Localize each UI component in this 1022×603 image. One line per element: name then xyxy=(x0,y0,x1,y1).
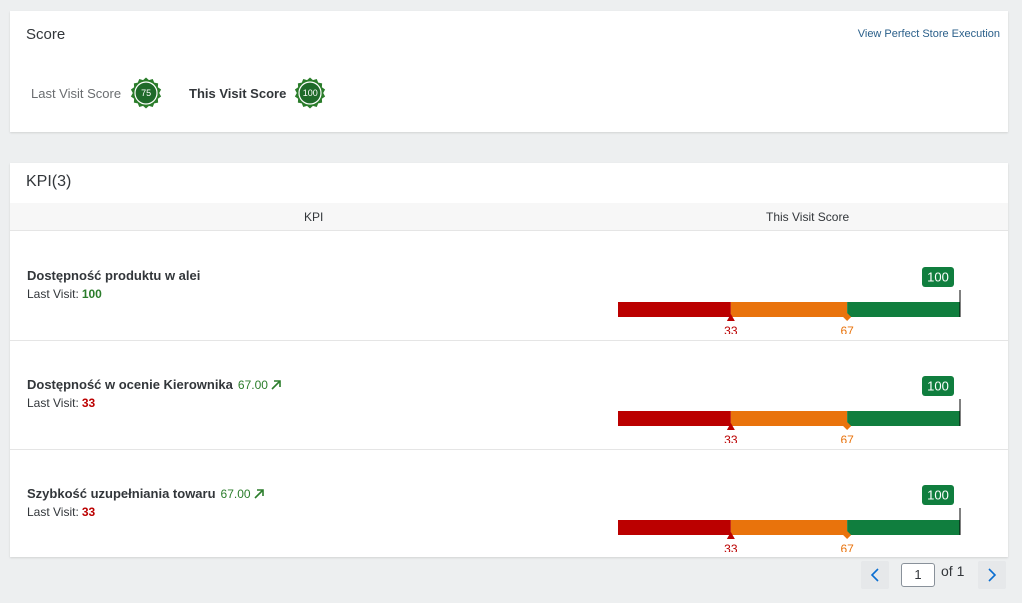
seal-badge-icon xyxy=(130,77,162,109)
threshold-label: 33 xyxy=(724,542,738,552)
bullet-range-high xyxy=(847,302,960,317)
bullet-range-low xyxy=(618,520,731,535)
kpi-name-line: Dostępność w ocenie Kierownika 67.00 xyxy=(27,377,282,392)
seal-badge-icon xyxy=(295,77,326,109)
threshold-label: 33 xyxy=(724,433,738,443)
kpi-name: Dostępność w ocenie Kierownika xyxy=(27,377,233,392)
bullet-range-low xyxy=(618,302,731,317)
score-value-label: 100 xyxy=(927,488,949,503)
kpi-last-visit-value: 33 xyxy=(81,505,96,519)
chevron-left-icon xyxy=(870,568,879,582)
kpi-last-visit-value: 33 xyxy=(81,396,96,410)
kpi-table-row: Dostępność produktu w alei Last Visit: 10… xyxy=(10,232,1008,341)
this-visit-score-badge: 100 xyxy=(294,77,326,109)
bullet-range-mid xyxy=(730,302,848,317)
last-visit-score-label: Last Visit Score xyxy=(31,85,122,101)
threshold-marker xyxy=(726,532,735,539)
threshold-marker xyxy=(843,531,852,539)
kpi-table-header: KPI This Visit Score xyxy=(10,203,1008,231)
score-card: Score View Perfect Store Execution Last … xyxy=(10,11,1008,132)
threshold-label: 67 xyxy=(840,542,854,552)
kpi-last-visit: Last Visit: 100 xyxy=(27,287,102,301)
view-perfect-store-execution-link[interactable]: View Perfect Store Execution xyxy=(857,28,1000,40)
bullet-range-high xyxy=(847,520,960,535)
score-card-title: Score xyxy=(26,26,66,43)
last-visit-score-value: 75 xyxy=(141,88,152,98)
next-page-button[interactable] xyxy=(978,561,1006,589)
arrow-up-right-icon xyxy=(254,488,264,499)
kpi-table-row: Dostępność w ocenie Kierownika 67.00 Las… xyxy=(10,341,1008,450)
kpi-trend: 67.00 xyxy=(238,378,282,392)
kpi-last-visit: Last Visit: 33 xyxy=(27,505,95,519)
threshold-label: 67 xyxy=(840,433,854,443)
bullet-range-high xyxy=(847,411,960,426)
last-visit-score-group: Last Visit Score 75 xyxy=(31,77,162,109)
kpi-name-line: Dostępność produktu w alei xyxy=(27,268,200,283)
kpi-bullet-chart: 33 67 100 xyxy=(618,376,961,443)
arrow-up-right-icon xyxy=(271,379,281,390)
threshold-marker xyxy=(726,314,735,321)
page-number-input[interactable]: 1 xyxy=(901,563,935,587)
score-value-badge xyxy=(922,485,954,505)
previous-page-button[interactable] xyxy=(861,561,889,589)
threshold-label: 67 xyxy=(840,324,854,334)
column-header-kpi: KPI xyxy=(304,210,324,224)
score-value-label: 100 xyxy=(927,379,949,394)
chevron-right-icon xyxy=(988,568,997,582)
kpi-last-visit-value: 100 xyxy=(81,287,102,301)
kpi-name: Dostępność produktu w alei xyxy=(27,268,201,283)
kpi-card: KPI(3) KPI This Visit Score Dostępność p… xyxy=(10,163,1008,557)
kpi-bullet-chart: 33 67 100 xyxy=(618,267,961,334)
kpi-name-line: Szybkość uzupełniania towaru 67.00 xyxy=(27,486,265,501)
page-total-label: of 1 xyxy=(941,563,965,579)
threshold-label: 33 xyxy=(724,324,738,334)
this-visit-score-value: 100 xyxy=(302,88,318,98)
score-value-label: 100 xyxy=(927,270,949,285)
bullet-range-low xyxy=(618,411,731,426)
score-value-badge xyxy=(922,376,954,396)
score-value-badge xyxy=(922,267,954,287)
kpi-trend: 67.00 xyxy=(221,487,265,501)
bullet-range-mid xyxy=(730,520,848,535)
last-visit-score-badge: 75 xyxy=(130,77,162,109)
threshold-marker xyxy=(843,313,852,321)
kpi-name: Szybkość uzupełniania towaru xyxy=(27,486,216,501)
this-visit-score-group: This Visit Score 100 xyxy=(189,77,326,109)
kpi-last-visit-label: Last Visit: xyxy=(27,505,79,519)
kpi-table-row: Szybkość uzupełniania towaru 67.00 Last … xyxy=(10,450,1008,559)
kpi-trend-value: 67.00 xyxy=(237,377,268,392)
column-header-this-visit-score: This Visit Score xyxy=(766,210,850,224)
kpi-trend-value: 67.00 xyxy=(220,486,251,501)
kpi-card-title: KPI(3) xyxy=(26,173,72,190)
kpi-last-visit: Last Visit: 33 xyxy=(27,396,95,410)
threshold-marker xyxy=(726,423,735,430)
kpi-last-visit-label: Last Visit: xyxy=(27,287,79,301)
kpi-bullet-chart: 33 67 100 xyxy=(618,485,961,552)
this-visit-score-label: This Visit Score xyxy=(189,85,287,101)
threshold-marker xyxy=(843,422,852,430)
bullet-range-mid xyxy=(730,411,848,426)
kpi-last-visit-label: Last Visit: xyxy=(27,396,79,410)
